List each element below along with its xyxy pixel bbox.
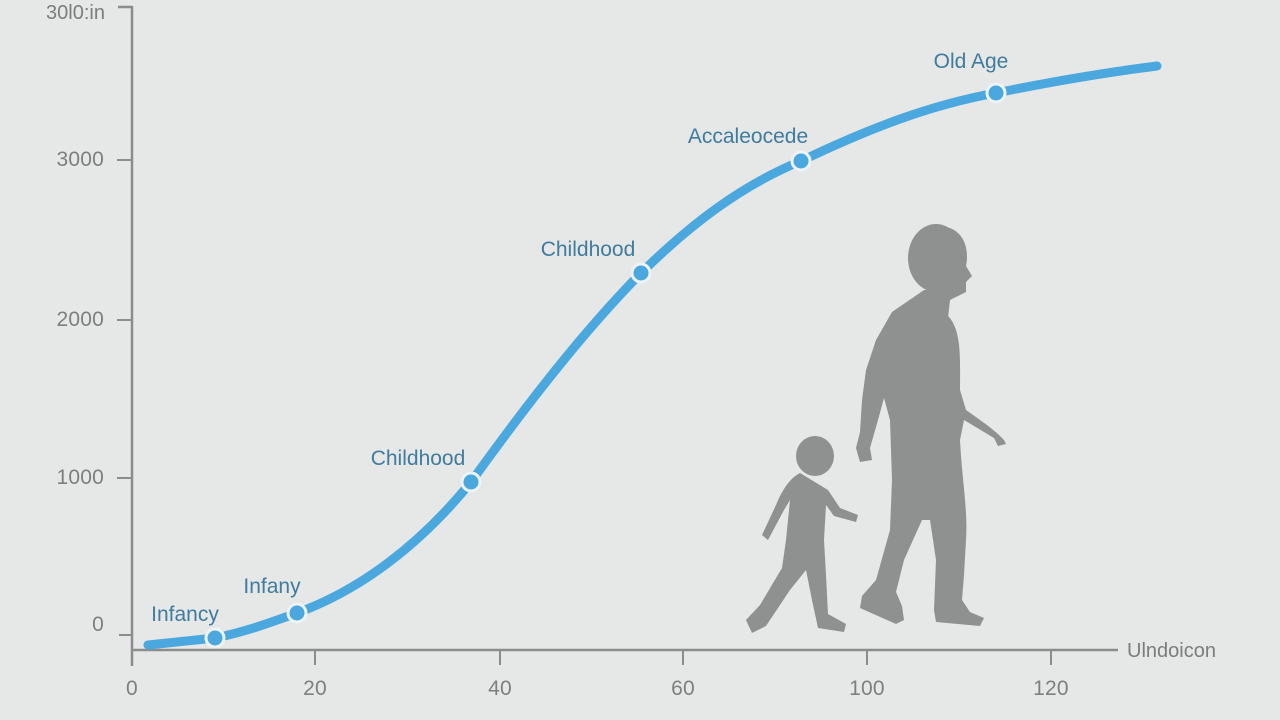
marker-infany: [286, 602, 308, 624]
annotation-infany: Infany: [243, 575, 301, 598]
marker-old-age: [985, 82, 1007, 104]
y-tick-label-0: 0: [92, 613, 104, 636]
x-tick-label-100: 100: [849, 677, 885, 700]
x-tick-label-40: 40: [488, 677, 512, 700]
adult-silhouette-icon: [856, 224, 1006, 626]
marker-childhood-2: [630, 262, 652, 284]
annotation-infancy: Infancy: [151, 603, 219, 626]
annotation-childhood-1: Childhood: [370, 447, 466, 470]
annotation-old-age: Old Age: [933, 50, 1009, 73]
child-silhouette-icon: [746, 436, 858, 633]
y-tick-label-1000: 1000: [56, 466, 104, 489]
annotation-childhood-2: Childhood: [540, 238, 636, 261]
x-tick-label-60: 60: [671, 677, 695, 700]
x-tick-label-0: 0: [126, 677, 138, 700]
x-axis-title: Ulndoicon: [1127, 640, 1216, 662]
x-tick-label-20: 20: [303, 677, 327, 700]
y-tick-label-2000: 2000: [56, 308, 104, 331]
marker-childhood-1: [460, 471, 482, 493]
marker-infancy: [204, 627, 226, 649]
y-axis-title: 30l0:in: [46, 2, 105, 24]
marker-adolescence: [790, 150, 812, 172]
growth-curve-line: [143, 61, 1162, 650]
data-markers: [204, 82, 1007, 649]
y-tick-label-3000: 3000: [56, 148, 104, 171]
annotation-adolescence: Accaleocede: [687, 125, 809, 148]
x-tick-label-120: 120: [1033, 677, 1069, 700]
